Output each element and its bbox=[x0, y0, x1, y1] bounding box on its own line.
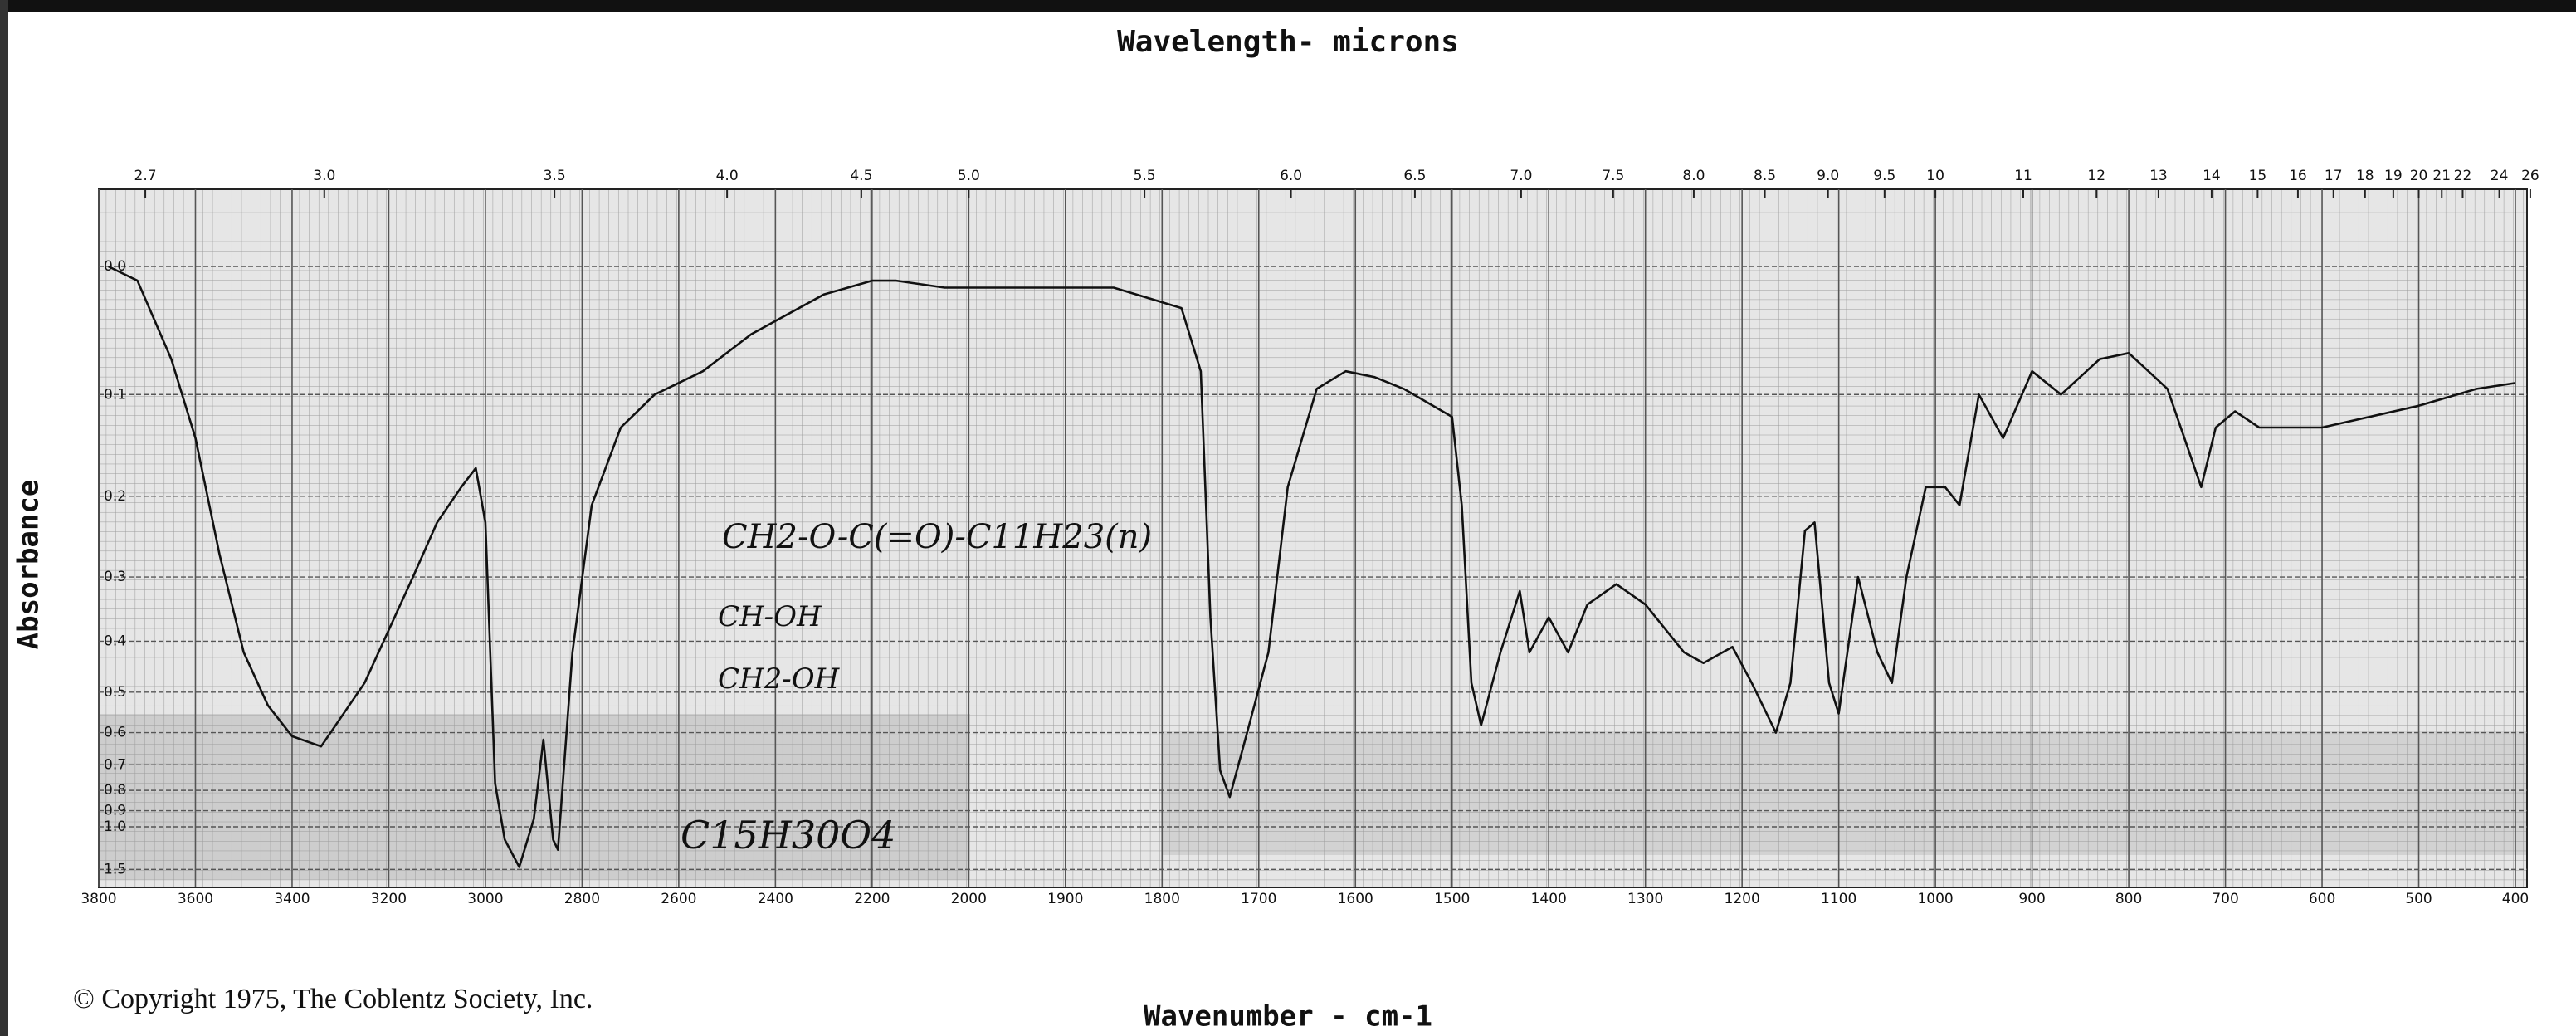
x-axis-label: Wavenumber - cm-1 bbox=[1144, 1000, 1432, 1034]
x-tick-label: 2200 bbox=[854, 891, 890, 907]
x2-tick-label: 6.0 bbox=[1280, 168, 1302, 184]
x2-tick-label: 10 bbox=[1926, 168, 1944, 184]
x2-tick-label: 7.5 bbox=[1602, 168, 1624, 184]
x2-tick-label: 9.5 bbox=[1873, 168, 1895, 184]
x2-tick-label: 13 bbox=[2149, 168, 2168, 184]
y-tick-label: 0.8 bbox=[104, 782, 126, 799]
x2-tick-label: 18 bbox=[2356, 168, 2374, 184]
x2-tick-label: 19 bbox=[2384, 168, 2403, 184]
y-axis-label: Absorbance bbox=[12, 480, 46, 650]
x-tick-label: 700 bbox=[2212, 891, 2238, 907]
x-tick-label: 2600 bbox=[661, 891, 696, 907]
y-tick-label: 0.5 bbox=[104, 684, 126, 701]
x2-tick-label: 22 bbox=[2454, 168, 2472, 184]
x-tick-label: 2800 bbox=[564, 891, 600, 907]
x2-tick-label: 6.5 bbox=[1403, 168, 1426, 184]
y-tick-label: 0.1 bbox=[104, 386, 126, 403]
scan-edge bbox=[0, 0, 8, 1036]
x2-tick-label: 9.0 bbox=[1817, 168, 1839, 184]
x-tick-label: 3000 bbox=[467, 891, 503, 907]
chart-title: Wavelength- microns bbox=[1117, 25, 1459, 59]
x2-tick-label: 26 bbox=[2521, 168, 2539, 184]
x2-tick-label: 20 bbox=[2410, 168, 2428, 184]
y-tick-label: 0.9 bbox=[104, 803, 126, 819]
handwritten-note: CH2-OH bbox=[718, 662, 841, 696]
y-tick-label: 1.5 bbox=[104, 861, 126, 877]
x2-tick-label: 8.5 bbox=[1754, 168, 1776, 184]
x-tick-label: 3600 bbox=[178, 891, 213, 907]
x-tick-label: 1400 bbox=[1531, 891, 1567, 907]
x2-tick-label: 14 bbox=[2203, 168, 2221, 184]
x2-tick-label: 8.0 bbox=[1682, 168, 1705, 184]
x-tick-label: 1100 bbox=[1821, 891, 1856, 907]
y-tick-label: 0.3 bbox=[104, 569, 126, 585]
copyright: © Copyright 1975, The Coblentz Society, … bbox=[73, 984, 593, 1014]
fine-grid bbox=[99, 189, 2527, 887]
x2-tick-label: 5.0 bbox=[958, 168, 980, 184]
x2-tick-label: 12 bbox=[2087, 168, 2105, 184]
x-tick-label: 600 bbox=[2309, 891, 2335, 907]
x-tick-label: 1700 bbox=[1241, 891, 1276, 907]
x-tick-label: 1900 bbox=[1047, 891, 1083, 907]
x-tick-label: 800 bbox=[2115, 891, 2142, 907]
handwritten-note: CH-OH bbox=[718, 600, 822, 633]
handwritten-note: CH2-O-C(=O)-C11H23(n) bbox=[722, 518, 1152, 556]
y-tick-label: 0.6 bbox=[104, 725, 126, 741]
spectrum-line bbox=[108, 265, 2516, 868]
x2-tick-label: 24 bbox=[2491, 168, 2509, 184]
handwritten-note: C15H30O4 bbox=[681, 813, 895, 858]
x-tick-label: 3400 bbox=[274, 891, 310, 907]
x-tick-label: 3200 bbox=[371, 891, 407, 907]
x2-tick-label: 4.0 bbox=[716, 168, 739, 184]
x2-tick-label: 16 bbox=[2289, 168, 2307, 184]
x-tick-label: 1300 bbox=[1627, 891, 1663, 907]
x-tick-label: 2000 bbox=[951, 891, 987, 907]
x-tick-label: 1800 bbox=[1144, 891, 1180, 907]
x-tick-label: 2400 bbox=[758, 891, 793, 907]
x-tick-label: 1000 bbox=[1917, 891, 1953, 907]
y-tick-label: 1.0 bbox=[104, 819, 126, 835]
y-tick-label: 0.2 bbox=[104, 488, 126, 505]
x2-tick-label: 3.5 bbox=[544, 168, 566, 184]
x2-tick-label: 4.5 bbox=[850, 168, 872, 184]
x2-tick-label: 3.0 bbox=[313, 168, 335, 184]
x-tick-label: 1200 bbox=[1725, 891, 1760, 907]
x2-tick-label: 11 bbox=[2014, 168, 2032, 184]
x2-tick-label: 15 bbox=[2249, 168, 2267, 184]
x-tick-label: 1500 bbox=[1434, 891, 1470, 907]
x-tick-label: 500 bbox=[2405, 891, 2432, 907]
x-tick-label: 400 bbox=[2502, 891, 2529, 907]
x-tick-label: 1600 bbox=[1338, 891, 1373, 907]
x-tick-label: 900 bbox=[2018, 891, 2045, 907]
x2-tick-label: 17 bbox=[2325, 168, 2343, 184]
y-tick-label: 0.4 bbox=[104, 633, 126, 649]
x-tick-label: 3800 bbox=[80, 891, 116, 907]
x2-tick-label: 2.7 bbox=[134, 168, 157, 184]
x2-tick-label: 5.5 bbox=[1134, 168, 1156, 184]
y-tick-label: 0.0 bbox=[104, 258, 126, 275]
x2-tick-label: 21 bbox=[2432, 168, 2451, 184]
y-tick-label: 0.7 bbox=[104, 756, 126, 773]
scan-edge bbox=[0, 0, 2576, 12]
x2-tick-label: 7.0 bbox=[1510, 168, 1532, 184]
